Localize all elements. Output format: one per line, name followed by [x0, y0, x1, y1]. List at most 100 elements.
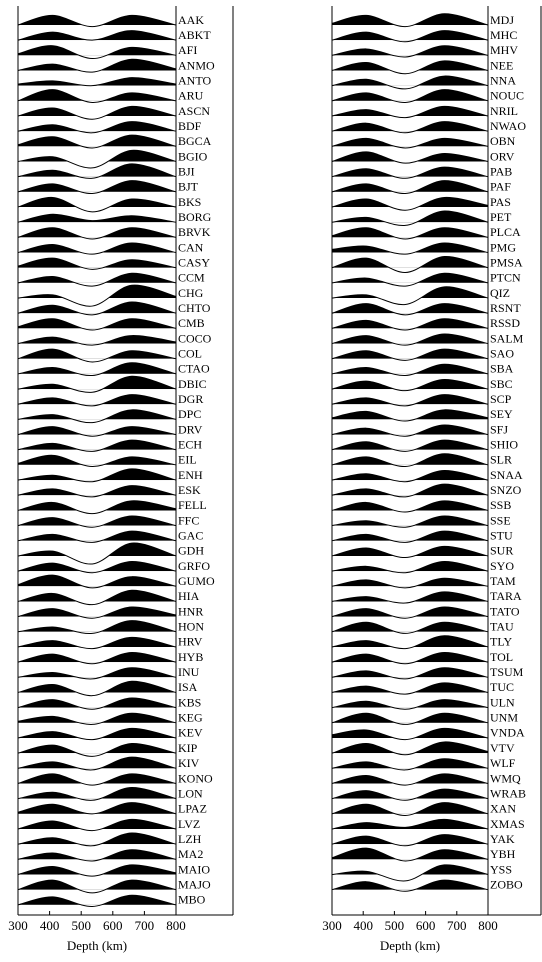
x-tick-label: 300 — [322, 918, 342, 933]
station-label: PMSA — [490, 255, 523, 269]
x-tick-label: 400 — [40, 918, 60, 933]
x-tick-label: 400 — [353, 918, 373, 933]
trace-fill — [18, 864, 176, 875]
trace — [17, 515, 177, 528]
station-label: MAIO — [178, 862, 210, 876]
x-tick-label: 300 — [8, 918, 28, 933]
trace-fill — [332, 364, 488, 374]
trace — [17, 468, 177, 483]
station-label: DGR — [178, 392, 203, 406]
station-label: TOL — [490, 650, 513, 664]
trace-fill — [332, 713, 488, 723]
trace-fill — [18, 440, 176, 450]
x-tick-label: 700 — [447, 918, 467, 933]
station-label: MHC — [490, 28, 517, 42]
trace — [17, 879, 177, 894]
station-label: SHIO — [490, 438, 518, 452]
trace — [331, 515, 489, 528]
trace-fill — [18, 362, 176, 374]
station-label: YBH — [490, 847, 516, 861]
trace — [331, 727, 489, 741]
trace — [331, 682, 489, 695]
trace-fill — [18, 349, 176, 359]
trace — [331, 545, 489, 559]
trace-fill — [332, 516, 488, 526]
trace — [331, 453, 489, 468]
trace — [331, 256, 489, 274]
trace — [17, 802, 177, 815]
x-tick-label: 600 — [103, 918, 123, 933]
trace — [17, 30, 177, 41]
trace — [17, 362, 177, 377]
trace-fill — [332, 667, 488, 678]
station-label: BORG — [178, 210, 212, 224]
station-label: HON — [178, 620, 204, 634]
trace — [17, 89, 177, 103]
trace — [331, 606, 489, 619]
trace-fill — [18, 335, 176, 344]
station-label: SALM — [490, 331, 524, 345]
x-axis-label: Depth (km) — [67, 938, 127, 953]
station-label: COCO — [178, 331, 212, 345]
trace-fill — [332, 379, 488, 390]
station-label: CMB — [178, 316, 205, 330]
station-label: SBA — [490, 362, 514, 376]
trace-fill — [18, 713, 176, 723]
station-label: STU — [490, 529, 513, 543]
trace-fill — [332, 13, 488, 25]
station-label: CHTO — [178, 301, 211, 315]
trace-fill — [332, 848, 488, 860]
station-label: GAC — [178, 529, 203, 543]
trace — [331, 180, 489, 194]
trace — [331, 60, 489, 75]
station-label: MDJ — [490, 13, 514, 27]
trace — [331, 30, 489, 43]
trace-fill — [332, 802, 488, 814]
trace-fill — [332, 106, 488, 117]
station-label: SNAA — [490, 468, 523, 482]
trace-fill — [18, 180, 176, 192]
station-label: PAF — [490, 180, 511, 194]
trace — [17, 574, 177, 589]
trace-fill — [18, 667, 176, 678]
trace — [331, 561, 489, 574]
trace — [17, 743, 177, 757]
trace-fill — [18, 318, 176, 329]
trace — [17, 786, 177, 801]
trace-fill — [18, 849, 176, 860]
trace — [331, 591, 489, 604]
trace — [17, 213, 177, 223]
trace — [17, 105, 177, 120]
trace — [17, 727, 177, 741]
trace-fill — [332, 578, 488, 587]
station-label: KONO — [178, 771, 213, 785]
station-label: AFI — [178, 43, 197, 57]
trace-fill — [332, 424, 488, 435]
trace-fill — [332, 89, 488, 101]
station-label: BKS — [178, 195, 201, 209]
station-label: RSNT — [490, 301, 521, 315]
station-label: SYO — [490, 559, 514, 573]
x-tick-label: 800 — [166, 918, 186, 933]
station-label: WRAB — [490, 786, 526, 800]
station-label: KBS — [178, 695, 201, 709]
trace — [331, 303, 489, 316]
trace-fill — [18, 455, 176, 465]
trace — [17, 636, 177, 650]
trace — [331, 788, 489, 801]
station-label: TAM — [490, 574, 516, 588]
trace — [17, 121, 177, 134]
x-tick-label: 500 — [71, 918, 91, 933]
station-label: LVZ — [178, 817, 200, 831]
trace — [331, 847, 489, 862]
trace-fill — [18, 832, 176, 845]
trace-fill — [332, 789, 488, 799]
trace — [17, 864, 177, 877]
trace — [17, 530, 177, 543]
station-label: QIZ — [490, 286, 510, 300]
station-label: TSUM — [490, 665, 524, 679]
trace-fill — [18, 773, 176, 784]
trace — [331, 318, 489, 331]
trace — [331, 667, 489, 680]
